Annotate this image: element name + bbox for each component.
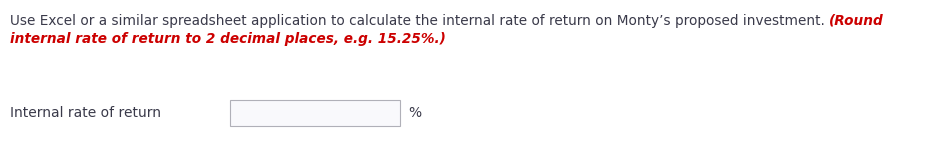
Text: (Round: (Round (829, 14, 883, 28)
Text: Use Excel or a similar spreadsheet application to calculate the internal rate of: Use Excel or a similar spreadsheet appli… (10, 14, 829, 28)
FancyBboxPatch shape (230, 100, 400, 126)
Text: %: % (407, 106, 420, 120)
Text: internal rate of return to 2 decimal places, e.g. 15.25%.): internal rate of return to 2 decimal pla… (10, 32, 445, 46)
Text: Internal rate of return: Internal rate of return (10, 106, 161, 120)
